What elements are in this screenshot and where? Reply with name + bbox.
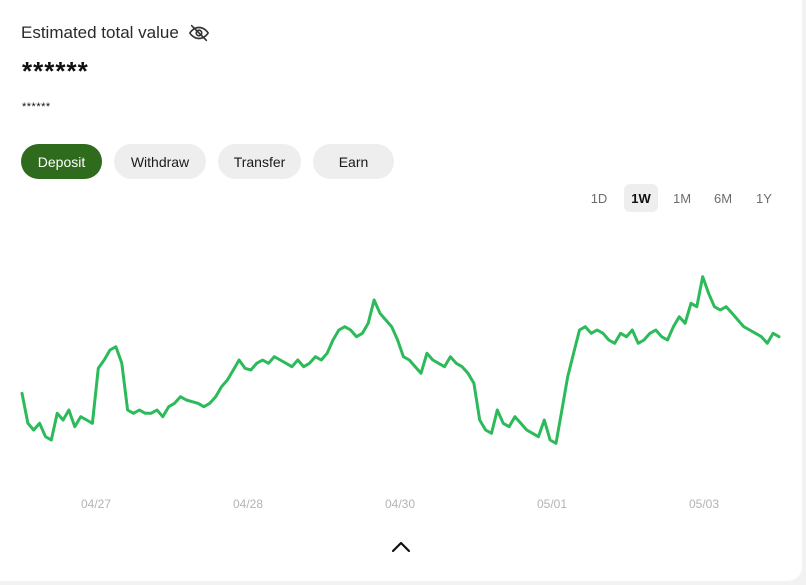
range-6m[interactable]: 6M [713, 190, 733, 206]
time-range-selector: 1D 1W 1M 6M 1Y [583, 184, 781, 212]
value-series-line [20, 275, 781, 445]
range-1m[interactable]: 1M [672, 190, 692, 206]
value-line-chart: 04/27 04/28 04/30 05/01 05/03 [20, 275, 781, 511]
title-row: Estimated total value [21, 22, 210, 44]
earn-button[interactable]: Earn [313, 144, 394, 179]
range-1w[interactable]: 1W [624, 184, 658, 212]
withdraw-button[interactable]: Withdraw [114, 144, 206, 179]
transfer-button[interactable]: Transfer [218, 144, 301, 179]
chevron-up-icon[interactable] [389, 538, 413, 556]
card-title: Estimated total value [21, 23, 179, 42]
total-value-masked: ****** [22, 56, 89, 86]
secondary-value-masked: ****** [22, 101, 51, 113]
x-tick-label: 05/01 [537, 497, 567, 511]
action-buttons: Deposit Withdraw Transfer Earn [21, 144, 394, 179]
x-tick-label: 04/30 [385, 497, 415, 511]
range-1y[interactable]: 1Y [756, 190, 772, 206]
deposit-button[interactable]: Deposit [21, 144, 102, 179]
x-tick-label: 04/27 [81, 497, 111, 511]
x-tick-label: 04/28 [233, 497, 263, 511]
range-1d[interactable]: 1D [590, 190, 608, 206]
eye-off-icon[interactable] [188, 22, 210, 44]
x-tick-label: 05/03 [689, 497, 719, 511]
